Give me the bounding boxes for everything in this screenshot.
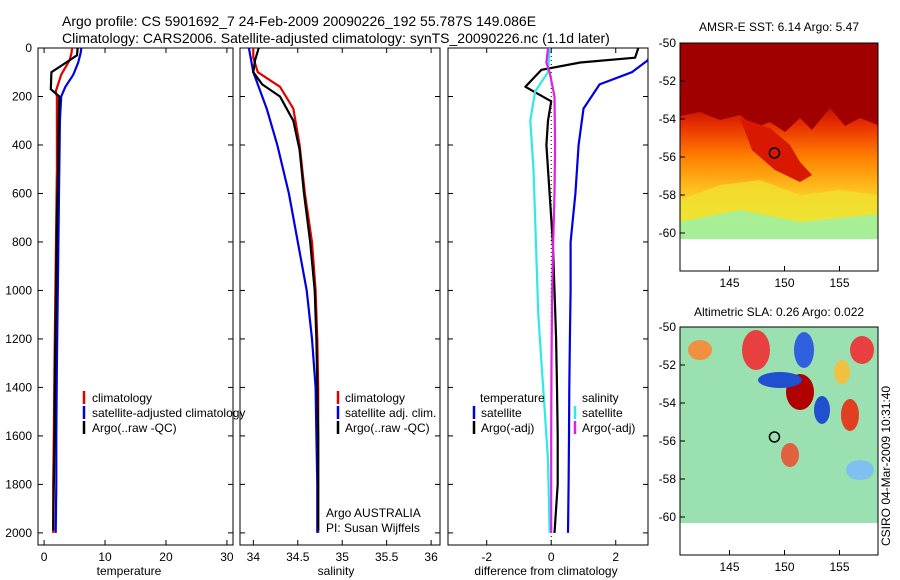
difference-ticks: -2 0 2 [448,47,648,564]
x-tick-label: 155 [829,560,849,574]
temperature-xlabel: temperature [97,564,162,578]
sla-map-title: Altimetric SLA: 0.26 Argo: 0.022 [694,305,864,319]
float-owner-annotation: Argo AUSTRALIA [326,506,421,520]
series-line [54,48,83,533]
salinity-axes [239,47,441,546]
temperature-ticks: 0 10 20 30 0 200 400 600 800 1000 1200 1400 1600 1800… [5,41,234,564]
x-tick-label: 150 [774,276,794,290]
y-tick-label: -58 [659,188,677,202]
y-tick-label: 1800 [5,477,32,491]
series-line [252,48,320,531]
sst-map-ticks: 145 150 155 -50 -52 -54 -56 -58 -60 [659,36,850,290]
x-tick-label: 155 [829,276,849,290]
y-tick-label: 200 [12,89,32,103]
series-line [247,48,319,533]
legend-label-argo: Argo(..raw -QC) [92,421,177,435]
header-line-2: Climatology: CARS2006. Satellite-adjuste… [62,30,610,46]
difference-legend: temperature salinity satellite Argo(-adj… [472,391,635,435]
y-tick-label: -52 [659,358,677,372]
y-tick-label: -56 [659,434,677,448]
temperature-lines [49,48,83,533]
legend-label-temp-satellite: satellite [481,406,522,420]
x-tick-label: 145 [719,560,739,574]
series-line [545,48,557,533]
x-tick-label: 30 [220,550,234,564]
series-line [566,55,648,533]
legend-label-argo: Argo(..raw -QC) [345,421,430,435]
sla-map-image [680,327,878,523]
series-line [252,48,320,533]
header-line-1: Argo profile: CS 5901692_7 24-Feb-2009 2… [62,13,536,29]
credit-text: CSIRO 04-Mar-2009 10:31:40 [879,386,893,546]
x-tick-label: 2 [612,550,619,564]
y-tick-label: 1400 [5,380,32,394]
series-line [49,48,79,531]
difference-xlabel: difference from climatology [474,564,617,578]
y-tick-label: -50 [659,36,677,50]
legend-label-temp-argo: Argo(-adj) [481,421,534,435]
legend-label-satellite: satellite-adjusted climatology [92,406,245,420]
x-tick-label: 35 [336,550,350,564]
x-tick-label: 34 [247,550,261,564]
x-tick-label: 34.5 [286,550,310,564]
sst-map-image [680,43,878,239]
y-tick-label: 1200 [5,332,32,346]
legend-label-climatology: climatology [92,391,152,405]
y-tick-label: 400 [12,138,32,152]
legend-label-sal-argo: Argo(-adj) [582,421,635,435]
x-tick-label: 0 [548,550,555,564]
x-tick-label: 10 [98,550,112,564]
y-tick-label: -60 [659,510,677,524]
y-tick-label: 0 [25,41,32,55]
legend-title-temperature: temperature [480,391,545,405]
pi-annotation: PI: Susan Wijffels [326,521,420,535]
sla-map-ticks: 145 150 155 -50 -52 -54 -56 -58 -60 [659,320,850,574]
salinity-legend: climatology satellite adj. clim. Argo(..… [336,391,436,435]
legend-label-climatology: climatology [345,391,405,405]
temperature-legend: climatology satellite-adjusted climatolo… [82,391,245,435]
x-tick-label: -2 [481,550,492,564]
x-tick-label: 0 [41,550,48,564]
series-line [529,48,551,533]
y-tick-label: -60 [659,226,677,240]
temperature-axes [37,47,234,546]
salinity-ticks: 34 34.5 35 35.5 36 [240,47,440,564]
legend-label-satellite: satellite adj. clim. [345,406,436,420]
sla-float-marker [768,431,781,443]
salinity-xlabel: salinity [318,564,355,578]
x-tick-label: 35.5 [375,550,399,564]
y-tick-label: 1000 [5,283,32,297]
y-tick-label: 2000 [5,526,32,540]
y-tick-label: 600 [12,186,32,200]
x-tick-label: 150 [774,560,794,574]
y-tick-label: -58 [659,472,677,486]
y-tick-label: -52 [659,74,677,88]
y-tick-label: 800 [12,235,32,249]
legend-label-sal-satellite: satellite [582,406,623,420]
sst-float-marker [768,147,781,159]
x-tick-label: 145 [719,276,739,290]
x-tick-label: 36 [424,550,438,564]
y-tick-label: -50 [659,320,677,334]
y-tick-label: -56 [659,150,677,164]
y-tick-label: 1600 [5,429,32,443]
y-tick-label: -54 [659,112,677,126]
difference-lines [524,48,648,533]
legend-title-salinity: salinity [582,391,619,405]
y-tick-label: -54 [659,396,677,410]
series-line [524,48,640,533]
salinity-lines [247,48,320,533]
x-tick-label: 20 [159,550,173,564]
sst-map-title: AMSR-E SST: 6.14 Argo: 5.47 [699,20,859,34]
